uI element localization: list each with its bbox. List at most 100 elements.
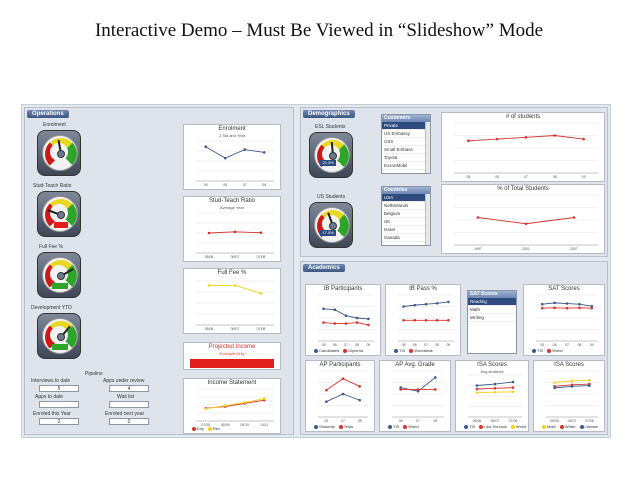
development-ytd-gauge[interactable] — [37, 313, 81, 359]
demographics-header: Demographics — [303, 110, 355, 118]
gauge-label: Enrolment — [43, 122, 66, 128]
list-item[interactable]: Toyota — [382, 154, 430, 162]
pipeline-value[interactable]: 0 — [109, 418, 149, 425]
ib-pass-chart[interactable]: IB Pass % 05 06 07 08 09 TIS Worldwide — [385, 284, 461, 356]
isa-scores-chart[interactable]: ISA Scores Avg students 05/06 06/07 07/08 T… — [455, 360, 529, 432]
chart-canvas: 05/06 06/07 07/08 — [468, 374, 522, 423]
list-item[interactable]: UK — [382, 218, 430, 226]
data-point — [402, 305, 405, 308]
data-point — [475, 384, 479, 387]
sat-scores-chart[interactable]: SAT Scores 05 06 07 08 09 TIS World — [523, 284, 605, 356]
ib-participants-chart[interactable]: IB Participants 05 06 07 08 09 Candidates Dipl… — [305, 284, 381, 356]
stud-teach-ratio-gauge[interactable] — [37, 191, 81, 237]
ap-avg-grade-chart[interactable]: AP Avg. Grade 06 07 08 TIS World — [379, 360, 451, 432]
legend-swatch — [207, 426, 212, 431]
data-point — [588, 378, 591, 382]
isa-scores-chart[interactable]: ISA Scores 05/06 06/07 07/08 Math Writer Lite… — [533, 360, 605, 432]
list-item[interactable]: US Embassy — [382, 130, 430, 138]
data-point — [262, 397, 266, 400]
projected-income-subtitle: Example Only — [219, 351, 245, 356]
list-item[interactable]: CSS — [382, 138, 430, 146]
full-fee-chart[interactable]: Full Fee % 05/06 06/07 07/08 — [183, 268, 281, 334]
list-item[interactable]: Reading — [468, 298, 516, 306]
x-tick-label: 06/07 — [231, 327, 240, 331]
gauge-label: Development YTD — [31, 305, 72, 311]
pipeline-label: Wait list — [117, 394, 135, 400]
list-item[interactable]: Israel — [382, 226, 430, 234]
chart-subtitle: 2 Std and Year — [218, 133, 246, 138]
pipeline-value[interactable] — [109, 401, 149, 408]
chart-legend: TIS Worldwide — [390, 348, 433, 353]
data-point — [402, 319, 405, 322]
pipeline-value[interactable]: 5 — [39, 385, 79, 392]
data-point — [355, 316, 359, 320]
list-item[interactable]: Netherlands — [382, 202, 430, 210]
legend-label: World — [515, 424, 527, 429]
legend-label: Worldwide — [414, 348, 433, 353]
esl-students-gauge[interactable]: 22.3% — [309, 132, 353, 178]
list-item[interactable]: Belgium — [382, 210, 430, 218]
us-students-gauge[interactable]: 17.5% — [309, 202, 353, 248]
income-statement-chart[interactable]: Income Statement 07/08 08/09 09/10 10/11 Exp… — [183, 378, 281, 434]
x-tick-label: 07 — [416, 419, 420, 423]
data-point — [243, 401, 247, 404]
x-tick-label: 06 — [223, 183, 227, 187]
list-item[interactable]: Small Embass — [382, 146, 430, 154]
customers-scrollbar[interactable] — [425, 122, 430, 173]
pipeline-label: Apps under review — [103, 378, 145, 384]
pipeline-label: Enroled this Year — [33, 411, 71, 417]
chart-title: ISA Scores — [554, 362, 584, 368]
countries-scrollbar[interactable] — [425, 194, 430, 245]
list-item[interactable]: ExxonMobil — [382, 162, 430, 170]
pipeline-value[interactable]: 4 — [109, 385, 149, 392]
legend-swatch — [409, 348, 414, 353]
list-item[interactable]: Canada — [382, 234, 430, 242]
data-point — [355, 321, 359, 324]
sat-scores-listbox[interactable]: SAT Scores Reading Math Writing — [467, 290, 517, 354]
customers-listbox[interactable]: Customers Private US Embassy CSS Small Emba… — [381, 114, 431, 174]
legend-swatch — [510, 424, 515, 429]
x-tick-label: 09/10 — [240, 423, 249, 427]
data-point — [207, 231, 211, 235]
list-item[interactable]: Writing — [468, 314, 516, 322]
x-tick-label: 06/07 — [231, 255, 240, 259]
pipeline-value[interactable] — [39, 401, 79, 408]
pct-total-students-chart[interactable]: % of Total Students 1997 2001 2007 — [441, 184, 605, 254]
data-point — [582, 137, 585, 141]
data-point — [553, 301, 556, 305]
data-point — [413, 303, 417, 307]
enrolment-gauge[interactable] — [37, 130, 81, 176]
data-point — [476, 216, 480, 219]
data-point — [434, 376, 437, 379]
x-tick-label: 05/06 — [205, 255, 214, 259]
list-item[interactable]: Private — [382, 122, 430, 130]
pipeline-value[interactable]: 2 — [39, 418, 79, 425]
num-students-chart[interactable]: # of students 05 06 07 08 09 — [441, 112, 605, 182]
data-point — [475, 387, 479, 391]
legend-label: Like Schools — [484, 424, 507, 429]
gauge-value-box — [52, 344, 68, 350]
countries-listbox[interactable]: Countries USA Netherlands Belgium UK Israel C… — [381, 186, 431, 246]
x-tick-label: 05 — [402, 343, 406, 347]
data-point — [223, 404, 227, 407]
stud-teach-ratio-chart[interactable]: Stud-Teach Ratio Average Year 05/06 06/07… — [183, 196, 281, 262]
legend-label: TIS — [399, 348, 406, 353]
data-point — [333, 308, 337, 312]
chart-title: Stud-Teach Ratio — [208, 198, 256, 204]
legend-label: Math — [547, 424, 556, 429]
ap-participants-chart[interactable]: AP Participants 06 07 08 Students Tests — [305, 360, 375, 432]
list-item[interactable]: USA — [382, 194, 430, 202]
legend-label: Exp — [197, 426, 204, 431]
chart-canvas: 05 06 07 08 — [196, 140, 274, 187]
chart-canvas: 1997 2001 2007 — [454, 194, 598, 251]
data-point — [358, 398, 361, 402]
enrolment-chart[interactable]: Enrolment 2 Std and Year 05 06 07 08 — [183, 124, 281, 190]
x-tick-label: 2007 — [570, 247, 578, 251]
legend-label: TIS — [469, 424, 476, 429]
full-fee-gauge[interactable] — [37, 252, 81, 298]
x-tick-label: 06 — [495, 175, 499, 179]
x-tick-label: 07/08 — [509, 419, 518, 423]
legend-label: World — [552, 348, 563, 353]
list-item[interactable]: Math — [468, 306, 516, 314]
data-point — [495, 137, 499, 141]
